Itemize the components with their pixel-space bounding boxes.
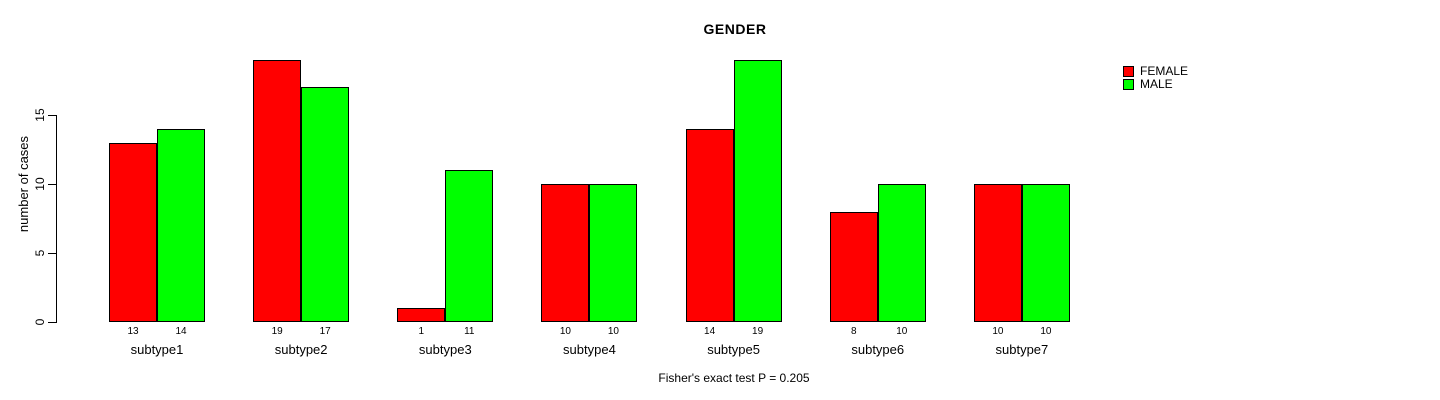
value-label-female-subtype4: 10 [559, 326, 571, 337]
bar-male-subtype4 [589, 184, 638, 322]
value-label-male-subtype6: 10 [896, 326, 908, 337]
y-axis-tick-label: 10 [33, 177, 47, 191]
value-label-female-subtype1: 13 [127, 326, 139, 337]
bar-male-subtype1 [157, 128, 205, 322]
legend: FEMALE MALE [1123, 65, 1188, 91]
y-axis-tick [48, 115, 56, 116]
value-label-female-subtype7: 10 [992, 326, 1004, 337]
y-axis-tick-label: 15 [33, 108, 47, 122]
bar-male-subtype7 [1021, 184, 1070, 322]
category-label-subtype1: subtype1 [130, 342, 184, 357]
bar-female-subtype7 [973, 184, 1022, 322]
value-label-female-subtype2: 19 [271, 326, 283, 337]
value-label-male-subtype7: 10 [1040, 326, 1052, 337]
value-label-male-subtype4: 10 [607, 326, 619, 337]
category-label-subtype5: subtype5 [707, 342, 760, 357]
chart-title: GENDER [703, 21, 767, 37]
bar-female-subtype2 [253, 59, 302, 322]
y-axis-label: number of cases [16, 135, 31, 233]
legend-swatch-male [1123, 79, 1134, 90]
value-label-female-subtype6: 8 [850, 326, 857, 337]
legend-item-male: MALE [1123, 78, 1188, 91]
bar-female-subtype6 [829, 211, 878, 322]
category-label-subtype2: subtype2 [274, 342, 328, 357]
legend-swatch-female [1123, 66, 1134, 77]
statistical-test-caption: Fisher's exact test P = 0.205 [658, 371, 810, 385]
bar-male-subtype6 [877, 184, 926, 322]
legend-label-male: MALE [1140, 77, 1173, 91]
bar-female-subtype1 [109, 142, 157, 322]
y-axis-tick [48, 322, 56, 323]
value-label-female-subtype5: 14 [704, 326, 716, 337]
y-axis-tick-label: 0 [33, 318, 47, 326]
category-label-subtype4: subtype4 [563, 342, 616, 357]
value-label-male-subtype3: 11 [464, 326, 475, 337]
bar-male-subtype3 [445, 170, 494, 322]
bar-male-subtype5 [733, 59, 782, 322]
value-label-female-subtype3: 1 [418, 326, 425, 337]
y-axis-tick-label: 5 [33, 249, 47, 257]
y-axis-tick [48, 184, 56, 185]
category-label-subtype6: subtype6 [851, 342, 905, 357]
value-label-male-subtype5: 19 [752, 326, 764, 337]
value-label-male-subtype2: 17 [319, 326, 331, 337]
category-label-subtype7: subtype7 [995, 342, 1049, 357]
bar-female-subtype4 [541, 184, 590, 322]
legend-label-female: FEMALE [1140, 64, 1189, 78]
legend-item-female: FEMALE [1123, 65, 1188, 78]
bar-male-subtype2 [301, 87, 350, 322]
bar-female-subtype5 [685, 128, 734, 322]
y-axis-line [56, 115, 57, 323]
bar-female-subtype3 [397, 308, 446, 322]
y-axis-tick [48, 253, 56, 254]
category-label-subtype3: subtype3 [418, 342, 472, 357]
value-label-male-subtype1: 14 [175, 326, 187, 337]
